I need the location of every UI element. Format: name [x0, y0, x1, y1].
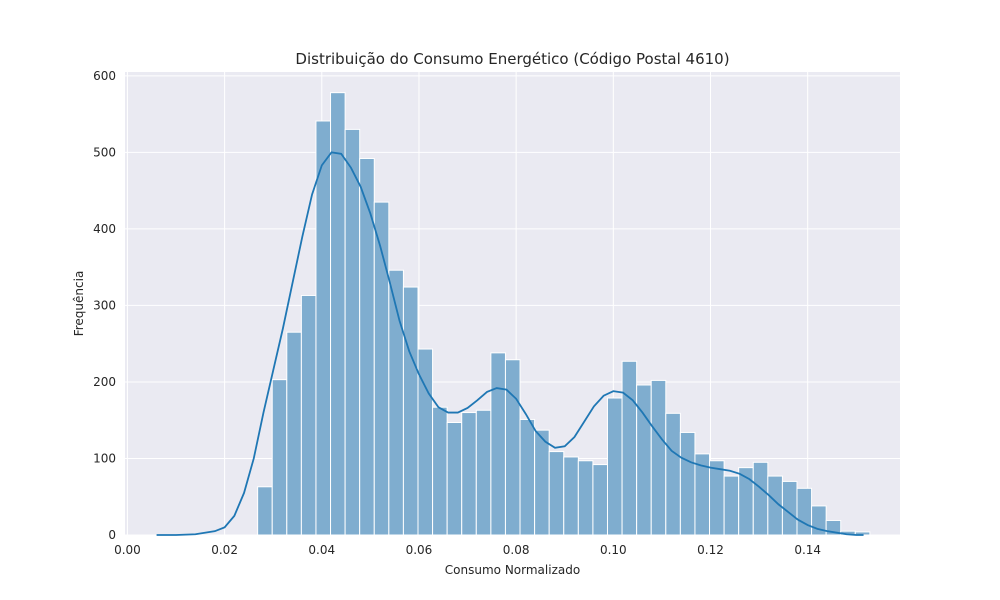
x-tick-label: 0.12	[697, 543, 724, 557]
histogram-bar	[621, 360, 638, 536]
y-axis-label: Frequência	[72, 271, 86, 337]
y-tick-label: 500	[93, 145, 116, 159]
histogram-bar	[519, 418, 536, 536]
histogram-bar	[534, 429, 550, 536]
histogram-bar	[446, 422, 463, 536]
histogram-bar	[592, 464, 608, 536]
x-tick-label: 0.06	[406, 543, 433, 557]
histogram-bar	[665, 412, 681, 536]
histogram-bar	[650, 379, 667, 536]
histogram-bar	[490, 352, 506, 536]
histogram-bar	[723, 475, 740, 536]
y-axis-ticks: 0 100 200 300 400 500 600	[93, 69, 116, 542]
x-tick-label: 0.10	[600, 543, 627, 557]
x-tick-label: 0.02	[211, 543, 238, 557]
x-tick-label: 0.14	[794, 543, 821, 557]
x-tick-label: 0.00	[114, 543, 141, 557]
histogram-bar	[504, 359, 521, 536]
histogram-bar	[271, 379, 288, 536]
histogram-bar	[606, 397, 623, 536]
x-tick-label: 0.04	[308, 543, 335, 557]
y-tick-label: 400	[93, 222, 116, 236]
histogram-bar	[461, 412, 477, 536]
histogram-bar	[752, 461, 769, 536]
y-tick-label: 200	[93, 375, 116, 389]
histogram-bars	[257, 92, 871, 536]
kde-curve	[156, 151, 864, 536]
x-axis-ticks: 0.00 0.02 0.04 0.06 0.08 0.10 0.12 0.14	[114, 543, 821, 557]
histogram-bar	[709, 460, 725, 536]
y-tick-label: 600	[93, 69, 116, 83]
histogram-bar	[286, 331, 302, 536]
histogram-bar	[796, 487, 813, 536]
histogram-bar	[679, 431, 696, 536]
histogram-bar	[475, 409, 492, 536]
histogram-bar	[432, 406, 448, 536]
histogram-bar	[563, 456, 579, 536]
histogram-bar	[257, 486, 273, 536]
histogram-bar	[402, 286, 419, 536]
x-tick-label: 0.08	[503, 543, 530, 557]
histogram-bar	[577, 460, 594, 536]
y-tick-label: 100	[93, 451, 116, 465]
histogram-bar	[359, 157, 375, 536]
chart-title: Distribuição do Consumo Energético (Códi…	[295, 50, 729, 68]
histogram-bar	[330, 92, 346, 536]
histogram-bar	[344, 128, 361, 536]
x-axis-label: Consumo Normalizado	[445, 563, 580, 577]
y-tick-label: 300	[93, 298, 116, 312]
histogram-bar	[315, 120, 332, 536]
histogram-bar	[548, 451, 565, 536]
y-tick-label: 0	[108, 528, 116, 542]
histogram-bar	[300, 294, 317, 536]
